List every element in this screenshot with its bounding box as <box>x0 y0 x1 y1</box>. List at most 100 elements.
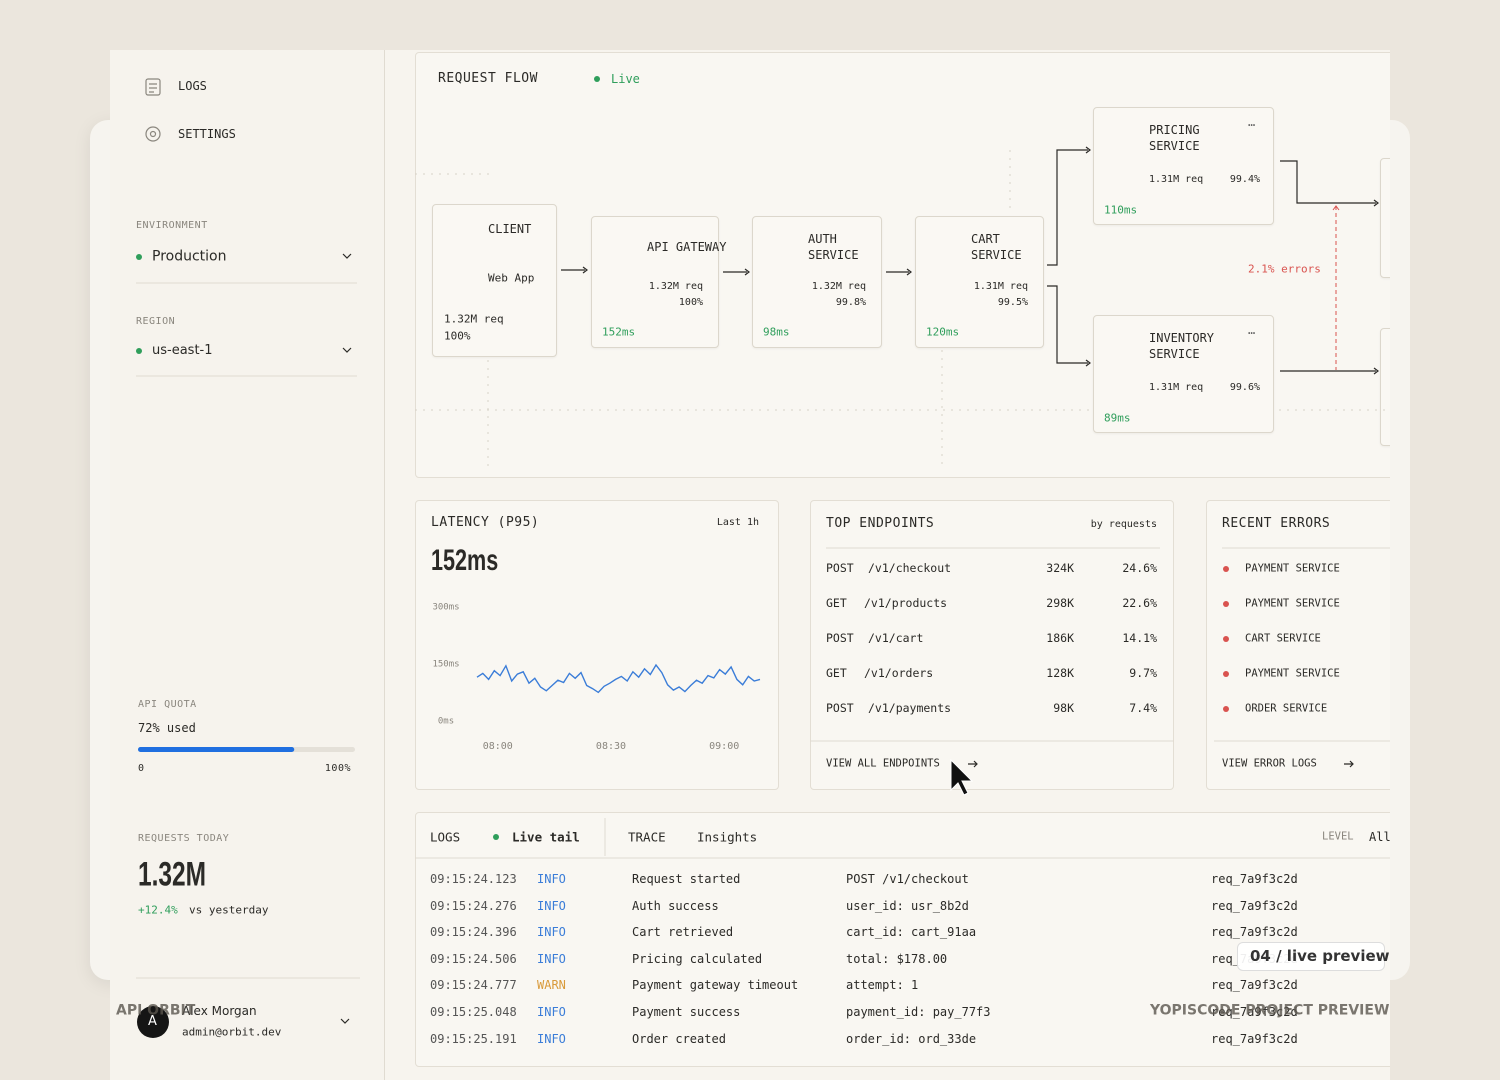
panel-title: LATENCY (P95) <box>431 515 540 531</box>
error-item[interactable]: ORDER SERVICE <box>1245 702 1328 715</box>
user-name[interactable]: Alex Morgan <box>182 1003 257 1018</box>
log-detail: payment_id: pay_77f3 <box>846 1004 991 1019</box>
error-item[interactable]: PAYMENT SERVICE <box>1245 597 1340 610</box>
panel-title: TOP ENDPOINTS <box>826 516 935 532</box>
service-node[interactable] <box>432 204 557 357</box>
endpoint-count: 98K <box>1053 701 1074 716</box>
node-menu[interactable]: … <box>1248 323 1256 337</box>
endpoint-path[interactable]: /v1/checkout <box>868 561 952 576</box>
endpoint-method: POST <box>826 701 854 716</box>
settings-icon-core <box>149 130 157 138</box>
status-dot <box>493 834 499 840</box>
log-tab[interactable]: Insights <box>697 829 758 845</box>
node-label: CLIENT <box>488 222 532 236</box>
dropdown[interactable]: Production <box>152 248 227 265</box>
log-level: INFO <box>537 1031 566 1046</box>
status-dot <box>136 254 142 260</box>
node-label: INVENTORY SERVICE <box>1149 331 1215 361</box>
endpoint-path[interactable]: /v1/products <box>864 596 948 611</box>
error-item[interactable]: CART SERVICE <box>1245 632 1321 645</box>
log-detail: attempt: 1 <box>846 978 919 993</box>
nav-item[interactable]: LOGS <box>178 78 207 93</box>
link[interactable]: VIEW ALL ENDPOINTS <box>826 757 940 770</box>
node-requests: 1.31M req <box>973 281 1028 292</box>
link[interactable]: VIEW ERROR LOGS <box>1222 757 1317 770</box>
x-tick-label: 09:00 <box>709 741 740 752</box>
status-dot <box>1223 706 1229 712</box>
requests-value: 1.32M <box>138 855 207 894</box>
endpoint-path[interactable]: /v1/orders <box>864 666 934 681</box>
quota-text: 72% used <box>138 720 196 735</box>
log-detail: user_id: usr_8b2d <box>846 898 969 913</box>
dividers <box>136 282 1390 979</box>
avatar <box>137 1006 169 1038</box>
endpoint-path[interactable]: /v1/payments <box>868 701 952 716</box>
node-latency: 120ms <box>926 325 960 339</box>
nav-icons <box>145 78 1354 1024</box>
log-time: 09:15:24.506 <box>430 951 517 966</box>
log-detail: total: $178.00 <box>846 951 948 966</box>
arrow-head <box>906 268 912 276</box>
endpoint-count: 324K <box>1046 561 1074 576</box>
node-rate: 100% <box>444 329 471 343</box>
arrow-head <box>1373 367 1379 375</box>
nav-item[interactable]: SETTINGS <box>178 126 236 141</box>
log-tab[interactable]: LOGS <box>430 829 461 845</box>
node-rate: 99.8% <box>835 297 866 308</box>
service-node[interactable] <box>1093 107 1274 225</box>
arrow-head <box>744 268 750 276</box>
arrow-head <box>582 266 588 274</box>
arrow-head <box>1085 359 1091 367</box>
node-latency: 98ms <box>763 325 790 339</box>
y-tick-label: 0ms <box>437 716 455 727</box>
endpoint-method: POST <box>826 561 854 576</box>
endpoint-path[interactable]: /v1/cart <box>868 631 924 646</box>
log-detail: cart_id: cart_91aa <box>846 924 977 939</box>
node-latency: 89ms <box>1104 411 1131 425</box>
latency-current: 152ms <box>431 544 499 577</box>
error-item[interactable]: PAYMENT SERVICE <box>1245 562 1340 575</box>
service-node[interactable] <box>591 216 719 348</box>
error-item[interactable]: PAYMENT SERVICE <box>1245 667 1340 680</box>
node-sub: Web App <box>488 271 535 285</box>
label: ENVIRONMENT <box>136 220 208 231</box>
node-latency: 152ms <box>602 325 636 339</box>
log-time: 09:15:24.276 <box>430 898 517 913</box>
log-level: WARN <box>537 978 566 993</box>
node-rate: 99.6% <box>1229 382 1260 393</box>
node-label: API GATEWAY <box>647 240 727 254</box>
user-email: admin@orbit.dev <box>182 1025 282 1039</box>
badge <box>1237 942 1385 971</box>
service-node[interactable] <box>1093 315 1274 433</box>
badge-text: 04 / live preview <box>1250 947 1390 965</box>
level-label: LEVEL <box>1322 830 1354 843</box>
endpoint-method: POST <box>826 631 854 646</box>
service-node[interactable] <box>915 216 1044 348</box>
node-requests: 1.31M req <box>1149 174 1204 185</box>
log-request: req_7a9f3c2d <box>1211 978 1298 993</box>
log-level: INFO <box>537 871 566 886</box>
log-level: INFO <box>537 898 566 913</box>
log-tab[interactable]: TRACE <box>628 829 666 845</box>
requests-change: +12.4% <box>138 903 178 917</box>
avatar-initial: A <box>148 1014 157 1030</box>
service-node[interactable] <box>752 216 882 348</box>
endpoint-count: 298K <box>1046 596 1074 611</box>
arrow <box>1047 149 1088 266</box>
level-value[interactable]: All <box>1369 829 1391 844</box>
log-time: 09:15:25.048 <box>430 1004 517 1019</box>
dropdown[interactable]: us-east-1 <box>152 343 213 359</box>
endpoint-share: 24.6% <box>1122 561 1157 576</box>
node-label: PRICING SERVICE <box>1149 123 1200 153</box>
node-requests: 1.32M req <box>648 281 703 292</box>
panel-title: RECENT ERRORS <box>1222 516 1331 532</box>
panel-subtitle: by requests <box>1090 519 1157 530</box>
node-menu[interactable]: … <box>1248 115 1256 129</box>
endpoint-method: GET <box>826 666 847 681</box>
watermark: API ORBIT <box>116 1002 196 1019</box>
log-time: 09:15:24.777 <box>430 978 517 993</box>
watermark: YOPISCODE PROJECT PREVIEW <box>1150 1002 1390 1019</box>
log-tab[interactable]: Live tail <box>512 829 580 845</box>
